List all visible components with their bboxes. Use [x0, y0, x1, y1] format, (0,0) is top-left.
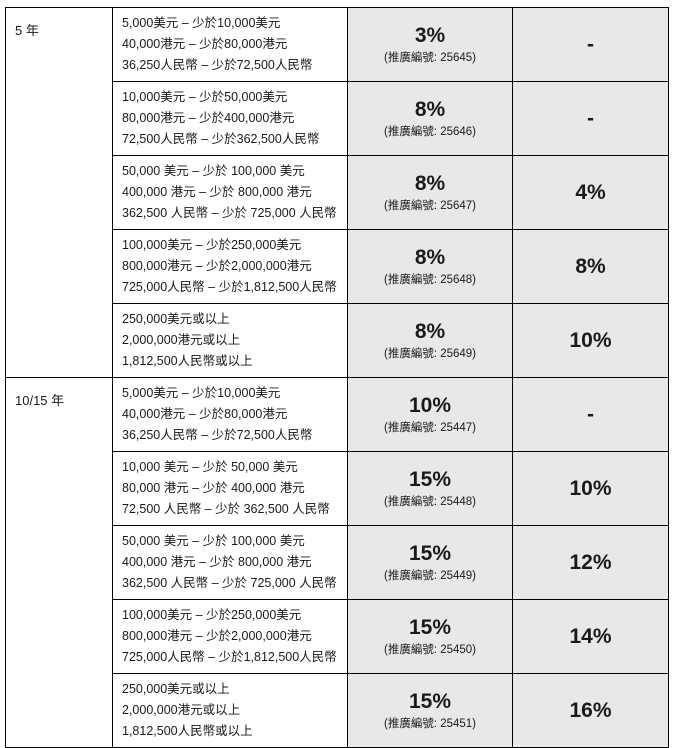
amount-tier-cell: 100,000美元 – 少於250,000美元 800,000港元 – 少於2,0…: [112, 599, 348, 674]
rate-value: 15%: [408, 615, 452, 639]
promo-code: (推廣編號: 25447): [383, 421, 477, 434]
amount-line: 50,000 美元 – 少於 100,000 美元: [122, 534, 305, 548]
table-row: 10,000美元 – 少於50,000美元 80,000港元 – 少於400,00…: [6, 81, 669, 156]
amount-line: 1,812,500人民幣或以上: [122, 724, 253, 738]
amount-line: 40,000港元 – 少於80,000港元: [122, 407, 288, 421]
rate-cell: 15% (推廣編號: 25449): [347, 525, 513, 600]
rate-value: 8%: [414, 171, 446, 195]
promo-code: (推廣編號: 25448): [383, 495, 477, 508]
promo-code: (推廣編號: 25646): [383, 125, 477, 138]
bonus-rate-cell: 4%: [512, 155, 669, 230]
bonus-rate-cell: -: [512, 7, 669, 82]
promo-code: (推廣編號: 25451): [383, 717, 477, 730]
rate-value: 15%: [408, 467, 452, 491]
promo-code: (推廣編號: 25645): [383, 51, 477, 64]
amount-line: 400,000 港元 – 少於 800,000 港元: [122, 555, 312, 569]
promo-code: (推廣編號: 25449): [383, 569, 477, 582]
bonus-rate-cell: 10%: [512, 451, 669, 526]
promo-code: (推廣編號: 25648): [383, 273, 477, 286]
amount-line: 10,000美元 – 少於50,000美元: [122, 90, 288, 104]
amount-tier-cell: 250,000美元或以上 2,000,000港元或以上 1,812,500人民幣或以…: [112, 303, 348, 378]
rate-cell: 8% (推廣編號: 25647): [347, 155, 513, 230]
amount-tier-cell: 10,000美元 – 少於50,000美元 80,000港元 – 少於400,00…: [112, 81, 348, 156]
bonus-rate-cell: 10%: [512, 303, 669, 378]
term-cell: 10/15 年: [5, 377, 113, 748]
table-row: 100,000美元 – 少於250,000美元 800,000港元 – 少於2,0…: [6, 229, 669, 304]
rate-value: 10%: [408, 393, 452, 417]
amount-line: 250,000美元或以上: [122, 312, 230, 326]
amount-line: 100,000美元 – 少於250,000美元: [122, 608, 302, 622]
amount-line: 725,000人民幣 – 少於1,812,500人民幣: [122, 280, 337, 294]
rate-cell: 15% (推廣編號: 25450): [347, 599, 513, 674]
rate-value: 8%: [414, 245, 446, 269]
amount-tier-cell: 250,000美元或以上 2,000,000港元或以上 1,812,500人民幣或以…: [112, 673, 348, 748]
bonus-rate-cell: 8%: [512, 229, 669, 304]
amount-line: 800,000港元 – 少於2,000,000港元: [122, 259, 312, 273]
amount-tier-cell: 10,000 美元 – 少於 50,000 美元 80,000 港元 – 少於 4…: [112, 451, 348, 526]
table-row: 10,000 美元 – 少於 50,000 美元 80,000 港元 – 少於 4…: [6, 451, 669, 526]
amount-line: 400,000 港元 – 少於 800,000 港元: [122, 185, 312, 199]
rate-value: 15%: [408, 689, 452, 713]
amount-line: 80,000港元 – 少於400,000港元: [122, 111, 295, 125]
rate-table-body: 5 年 5,000美元 – 少於10,000美元 40,000港元 – 少於80,0…: [5, 7, 669, 748]
amount-line: 5,000美元 – 少於10,000美元: [122, 16, 281, 30]
amount-line: 50,000 美元 – 少於 100,000 美元: [122, 164, 305, 178]
rate-value: 15%: [408, 541, 452, 565]
rate-table: 5 年 5,000美元 – 少於10,000美元 40,000港元 – 少於80,0…: [5, 7, 669, 748]
amount-line: 2,000,000港元或以上: [122, 703, 241, 717]
amount-line: 362,500 人民幣 – 少於 725,000 人民幣: [122, 206, 337, 220]
amount-tier-cell: 5,000美元 – 少於10,000美元 40,000港元 – 少於80,000港…: [112, 377, 348, 452]
amount-line: 2,000,000港元或以上: [122, 333, 241, 347]
rate-cell: 8% (推廣編號: 25649): [347, 303, 513, 378]
rate-cell: 15% (推廣編號: 25448): [347, 451, 513, 526]
promo-code: (推廣編號: 25450): [383, 643, 477, 656]
amount-line: 100,000美元 – 少於250,000美元: [122, 238, 302, 252]
table-row: 250,000美元或以上 2,000,000港元或以上 1,812,500人民幣或以…: [6, 303, 669, 378]
bonus-rate-cell: -: [512, 377, 669, 452]
rate-cell: 3% (推廣編號: 25645): [347, 7, 513, 82]
amount-line: 362,500 人民幣 – 少於 725,000 人民幣: [122, 576, 337, 590]
amount-line: 5,000美元 – 少於10,000美元: [122, 386, 281, 400]
bonus-rate-cell: 16%: [512, 673, 669, 748]
table-row: 50,000 美元 – 少於 100,000 美元 400,000 港元 – 少於…: [6, 525, 669, 600]
amount-tier-cell: 100,000美元 – 少於250,000美元 800,000港元 – 少於2,0…: [112, 229, 348, 304]
amount-tier-cell: 50,000 美元 – 少於 100,000 美元 400,000 港元 – 少於…: [112, 155, 348, 230]
rate-value: 8%: [414, 319, 446, 343]
amount-line: 800,000港元 – 少於2,000,000港元: [122, 629, 312, 643]
table-row: 5 年 5,000美元 – 少於10,000美元 40,000港元 – 少於80,0…: [5, 7, 669, 378]
rate-cell: 15% (推廣編號: 25451): [347, 673, 513, 748]
amount-tier-cell: 50,000 美元 – 少於 100,000 美元 400,000 港元 – 少於…: [112, 525, 348, 600]
amount-tier-cell: 5,000美元 – 少於10,000美元 40,000港元 – 少於80,000港…: [112, 7, 348, 82]
table-row: 10/15 年 5,000美元 – 少於10,000美元 40,000港元 – 少於…: [5, 377, 669, 748]
bonus-rate-cell: -: [512, 81, 669, 156]
promo-code: (推廣編號: 25647): [383, 199, 477, 212]
table-row: 100,000美元 – 少於250,000美元 800,000港元 – 少於2,0…: [6, 599, 669, 674]
rate-table-container: 5 年 5,000美元 – 少於10,000美元 40,000港元 – 少於80,0…: [5, 7, 669, 748]
amount-line: 72,500 人民幣 – 少於 362,500 人民幣: [122, 502, 330, 516]
table-row: 50,000 美元 – 少於 100,000 美元 400,000 港元 – 少於…: [6, 155, 669, 230]
amount-line: 80,000 港元 – 少於 400,000 港元: [122, 481, 305, 495]
amount-line: 10,000 美元 – 少於 50,000 美元: [122, 460, 298, 474]
rate-cell: 10% (推廣編號: 25447): [347, 377, 513, 452]
amount-line: 1,812,500人民幣或以上: [122, 354, 253, 368]
bonus-rate-cell: 12%: [512, 525, 669, 600]
rate-cell: 8% (推廣編號: 25646): [347, 81, 513, 156]
promo-code: (推廣編號: 25649): [383, 347, 477, 360]
term-cell: 5 年: [5, 7, 113, 378]
amount-line: 725,000人民幣 – 少於1,812,500人民幣: [122, 650, 337, 664]
amount-line: 250,000美元或以上: [122, 682, 230, 696]
rate-value: 3%: [414, 23, 446, 47]
rate-value: 8%: [414, 97, 446, 121]
amount-line: 40,000港元 – 少於80,000港元: [122, 37, 288, 51]
amount-line: 36,250人民幣 – 少於72,500人民幣: [122, 58, 313, 72]
bonus-rate-cell: 14%: [512, 599, 669, 674]
amount-line: 72,500人民幣 – 少於362,500人民幣: [122, 132, 320, 146]
rate-cell: 8% (推廣編號: 25648): [347, 229, 513, 304]
amount-line: 36,250人民幣 – 少於72,500人民幣: [122, 428, 313, 442]
